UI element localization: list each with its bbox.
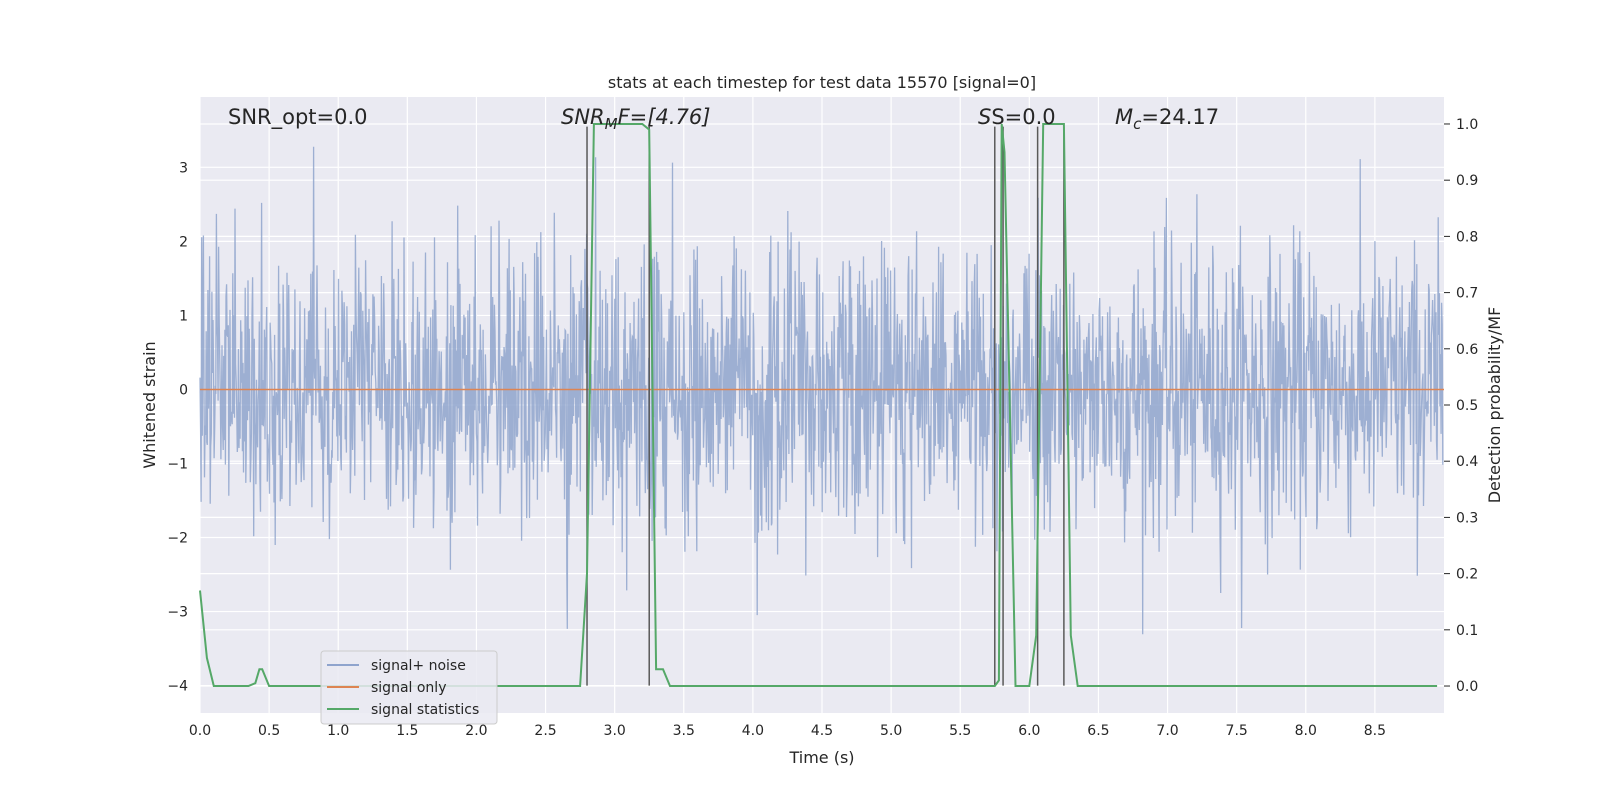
y-tick-label: 0 xyxy=(179,382,188,398)
signal-statistics-line xyxy=(199,123,1438,687)
y2-tick-label: 0.8 xyxy=(1456,229,1478,245)
noise-line xyxy=(199,146,1444,635)
y-tick-label: 3 xyxy=(179,160,188,176)
annotation-snr-mf: SNRMF=[4.76] xyxy=(561,105,710,133)
y-tick-label: 2 xyxy=(179,234,188,250)
y2-tick-label: 0.9 xyxy=(1456,173,1478,189)
x-axis-label: Time (s) xyxy=(788,748,854,767)
y2-tick-label: 0.2 xyxy=(1456,567,1478,583)
y2-tick-label: 0.7 xyxy=(1456,286,1478,302)
y-tick-label: 1 xyxy=(179,308,188,324)
annotation-s: SS=0.0 xyxy=(978,105,1056,129)
y2-tick-label: 0.3 xyxy=(1456,510,1478,526)
y-tick-label: −3 xyxy=(167,605,188,621)
y-tick-labels: 3 2 1 0 −1 −2 −3 −4 xyxy=(167,160,188,694)
x-tick-label: 6.5 xyxy=(1087,723,1109,739)
legend-label-noise: signal+ noise xyxy=(371,658,466,674)
signal-statistics-series xyxy=(199,123,1438,687)
x-tick-label: 7.5 xyxy=(1226,723,1248,739)
y2-tick-label: 0.6 xyxy=(1456,342,1478,358)
noise-series xyxy=(199,146,1444,635)
x-tick-label: 5.0 xyxy=(880,723,902,739)
x-tick-labels: 0.0 0.5 1.0 1.5 2.0 2.5 3.0 3.5 4.0 4.5 5.0 5.5 6.0 6… xyxy=(189,723,1386,739)
x-tick-label: 3.5 xyxy=(673,723,695,739)
y2-axis-label: Detection probability/MF xyxy=(1485,307,1504,504)
x-tick-label: 0.0 xyxy=(189,723,211,739)
x-tick-label: 8.5 xyxy=(1364,723,1386,739)
y-tick-label: −4 xyxy=(167,679,188,695)
chart-title: stats at each timestep for test data 155… xyxy=(608,73,1036,92)
y2-tick-label: 0.5 xyxy=(1456,398,1478,414)
y-tick-label: −2 xyxy=(167,531,188,547)
annotation-mc: Mc=24.17 xyxy=(1115,105,1219,133)
y-tick-label: −1 xyxy=(167,456,188,472)
x-tick-label: 5.5 xyxy=(949,723,971,739)
y2-tick-label: 1.0 xyxy=(1456,117,1478,133)
x-tick-label: 8.0 xyxy=(1295,723,1317,739)
y2-tick-labels: 1.0 0.9 0.8 0.7 0.6 0.5 0.4 0.3 0.2 0.1 0.0 xyxy=(1444,117,1478,695)
x-tick-label: 2.5 xyxy=(534,723,556,739)
x-tick-label: 0.5 xyxy=(258,723,280,739)
legend: signal+ noise signal only signal statist… xyxy=(320,650,498,725)
annotation-snr-opt: SNR_opt=0.0 xyxy=(228,105,368,130)
x-tick-label: 2.0 xyxy=(465,723,487,739)
legend-box xyxy=(320,650,498,725)
y2-tick-label: 0.0 xyxy=(1456,679,1478,695)
y2-tick-label: 0.4 xyxy=(1456,454,1478,470)
x-tick-label: 6.0 xyxy=(1018,723,1040,739)
x-tick-label: 3.0 xyxy=(604,723,626,739)
annotation-s-value: S=0.0 xyxy=(991,105,1055,129)
x-tick-label: 1.0 xyxy=(327,723,349,739)
x-tick-label: 7.0 xyxy=(1156,723,1178,739)
x-tick-label: 1.5 xyxy=(396,723,418,739)
legend-label-stats: signal statistics xyxy=(371,702,479,718)
y-axis-label: Whitened strain xyxy=(140,341,159,468)
x-tick-label: 4.0 xyxy=(742,723,764,739)
legend-label-signal: signal only xyxy=(371,680,446,696)
x-tick-label: 4.5 xyxy=(811,723,833,739)
y2-tick-label: 0.1 xyxy=(1456,623,1478,639)
